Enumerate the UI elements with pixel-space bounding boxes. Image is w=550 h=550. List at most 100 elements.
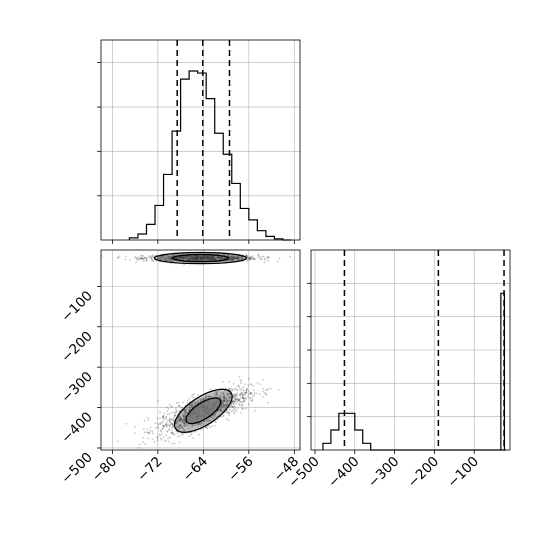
scatter-point bbox=[228, 397, 231, 399]
scatter-point bbox=[259, 393, 261, 396]
scatter-point bbox=[221, 391, 224, 394]
scatter-point bbox=[168, 419, 171, 422]
scatter-point bbox=[162, 418, 165, 420]
scatter-point bbox=[238, 398, 241, 400]
contour-top-inner bbox=[171, 253, 230, 263]
scatter-point bbox=[215, 411, 218, 414]
scatter-point bbox=[124, 258, 127, 261]
scatter-point bbox=[277, 389, 280, 392]
scatter-point bbox=[140, 257, 143, 259]
scatter-point bbox=[243, 398, 245, 400]
scatter-point bbox=[228, 396, 230, 398]
scatter-point bbox=[160, 432, 163, 435]
scatter-point bbox=[218, 409, 221, 412]
scatter-point bbox=[244, 391, 247, 394]
scatter-point bbox=[238, 399, 241, 402]
scatter-point bbox=[165, 434, 168, 437]
contour-inner bbox=[185, 397, 222, 425]
scatter-point bbox=[228, 392, 231, 395]
scatter-point bbox=[216, 393, 218, 396]
scatter-point bbox=[218, 414, 220, 416]
scatter-point bbox=[133, 257, 136, 259]
scatter-point bbox=[206, 420, 208, 422]
scatter-point bbox=[225, 403, 228, 406]
scatter-point bbox=[211, 396, 214, 398]
scatter-point bbox=[220, 409, 223, 412]
scatter-point bbox=[166, 430, 169, 432]
scatter-point bbox=[238, 404, 241, 407]
scatter-point bbox=[219, 397, 222, 399]
scatter-point bbox=[256, 382, 259, 384]
scatter-point bbox=[183, 429, 186, 431]
scatter-point bbox=[182, 416, 185, 419]
scatter-point bbox=[242, 394, 245, 396]
scatter-point bbox=[151, 255, 154, 258]
scatter-point bbox=[222, 392, 225, 395]
scatter-point bbox=[178, 425, 181, 428]
scatter-point bbox=[179, 417, 182, 420]
scatter-point bbox=[231, 406, 234, 409]
scatter-point bbox=[163, 436, 165, 438]
scatter-point bbox=[232, 382, 235, 385]
scatter-point bbox=[205, 426, 208, 428]
scatter-point bbox=[234, 387, 237, 390]
scatter-point bbox=[144, 256, 147, 259]
scatter-point bbox=[169, 421, 172, 423]
scatter-point bbox=[225, 396, 228, 399]
scatter-point bbox=[226, 399, 228, 402]
scatter-point bbox=[178, 420, 181, 423]
scatter-point bbox=[141, 257, 144, 260]
scatter-point bbox=[191, 395, 193, 398]
scatter-point bbox=[245, 397, 247, 399]
scatter-point bbox=[180, 406, 183, 409]
scatter-point bbox=[231, 389, 233, 392]
scatter-point bbox=[251, 257, 254, 260]
scatter-point bbox=[151, 432, 154, 435]
scatter-point bbox=[161, 421, 164, 424]
scatter-point bbox=[278, 257, 281, 260]
scatter-point bbox=[229, 405, 232, 408]
scatter-point bbox=[181, 433, 184, 435]
scatter-point bbox=[210, 419, 213, 422]
scatter-point bbox=[251, 399, 254, 402]
scatter-point bbox=[178, 405, 181, 407]
scatter-point bbox=[239, 396, 242, 398]
scatter-point bbox=[145, 259, 148, 262]
scatter-point bbox=[214, 413, 217, 416]
scatter-point bbox=[242, 400, 245, 402]
scatter-point bbox=[267, 259, 270, 262]
scatter-point bbox=[222, 404, 225, 407]
histogram-series bbox=[322, 412, 507, 451]
scatter-point bbox=[224, 405, 226, 408]
scatter-point bbox=[215, 392, 218, 395]
scatter-point bbox=[182, 427, 185, 430]
scatter-point bbox=[232, 399, 235, 402]
scatter-point bbox=[240, 388, 243, 391]
scatter-point bbox=[214, 425, 216, 427]
scatter-point bbox=[245, 391, 248, 393]
scatter-point bbox=[168, 417, 171, 420]
scatter-point bbox=[191, 405, 193, 407]
scatter-point bbox=[185, 411, 188, 414]
scatter-point bbox=[230, 387, 233, 390]
scatter-point bbox=[209, 388, 212, 390]
scatter-point bbox=[171, 423, 174, 426]
scatter-point bbox=[237, 384, 240, 387]
scatter-point bbox=[201, 398, 203, 400]
scatter-point bbox=[246, 256, 249, 259]
scatter-point bbox=[219, 409, 222, 412]
scatter-point bbox=[226, 403, 228, 406]
scatter-point bbox=[257, 253, 259, 256]
scatter-point bbox=[266, 256, 268, 259]
scatter-point bbox=[201, 399, 204, 401]
scatter-point bbox=[238, 376, 241, 378]
scatter-point bbox=[183, 421, 186, 424]
scatter-point bbox=[253, 258, 256, 261]
scatter-point bbox=[182, 401, 185, 404]
scatter-point bbox=[246, 259, 249, 262]
scatter-point bbox=[171, 442, 174, 445]
scatter-point bbox=[163, 440, 166, 443]
scatter-point bbox=[148, 432, 150, 435]
scatter-point bbox=[194, 430, 197, 433]
scatter-point bbox=[232, 405, 234, 408]
